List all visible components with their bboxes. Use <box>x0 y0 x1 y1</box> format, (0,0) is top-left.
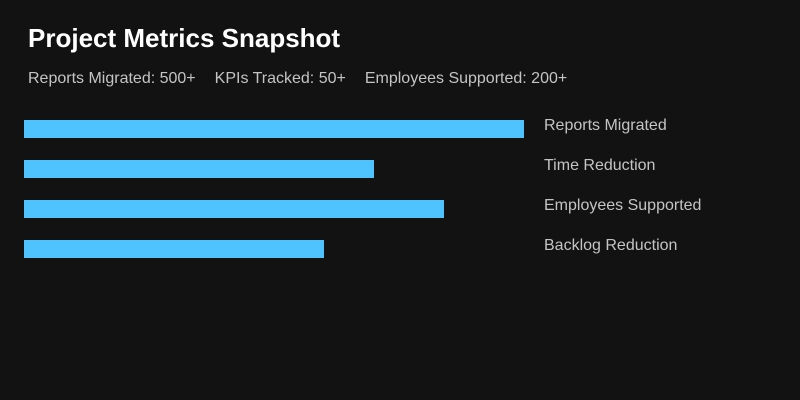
stats-summary: Reports Migrated: 500+ KPIs Tracked: 50+ E… <box>28 70 586 88</box>
bar-reports-migrated <box>24 120 524 138</box>
bar-employees-supported <box>24 200 444 218</box>
stat-reports-migrated: Reports Migrated: 500+ <box>28 70 196 87</box>
stat-kpis-tracked: KPIs Tracked: 50+ <box>214 70 346 87</box>
bar-label: Reports Migrated <box>544 117 667 134</box>
bar-time-reduction <box>24 160 374 178</box>
bar-label: Employees Supported <box>544 197 702 214</box>
page-title: Project Metrics Snapshot <box>28 23 341 53</box>
stat-employees-supported: Employees Supported: 200+ <box>364 70 568 87</box>
bar-label: Backlog Reduction <box>544 237 678 254</box>
bar-label: Time Reduction <box>544 157 656 174</box>
bar-backlog-reduction <box>24 240 324 258</box>
